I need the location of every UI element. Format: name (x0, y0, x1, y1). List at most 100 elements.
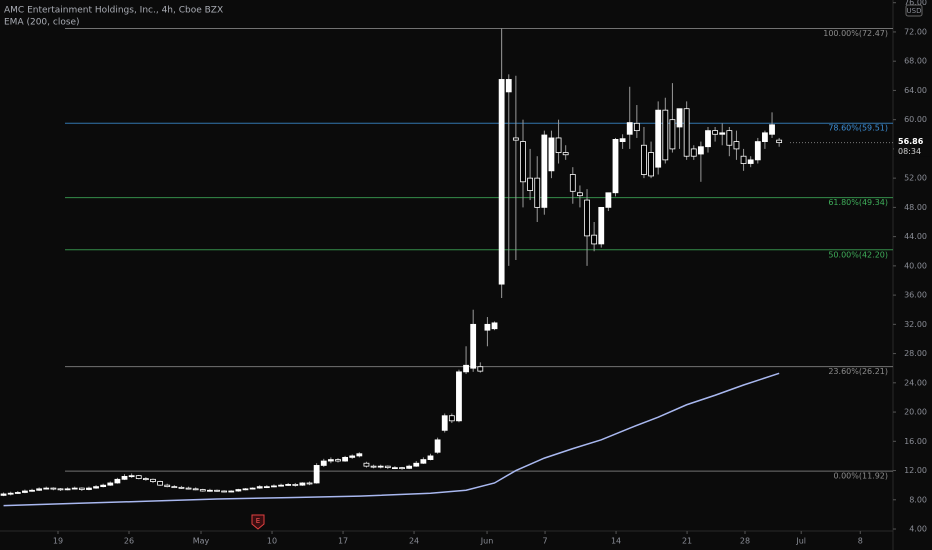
candle-body (477, 366, 484, 372)
y-tick-label: 52.00 (904, 174, 927, 183)
candle-body (278, 484, 284, 487)
candle-body (776, 139, 783, 144)
candle-body (114, 478, 121, 484)
candle-body (342, 456, 349, 462)
candle-body (740, 155, 747, 164)
y-tick-label: 76.00 (904, 0, 927, 7)
candle-body (441, 415, 448, 431)
candle-body (562, 152, 569, 156)
y-tick-label: 40.00 (904, 261, 927, 270)
x-tick-label: Jun (480, 537, 494, 546)
last-price-label: 56.86 (898, 137, 924, 146)
y-tick-label: 64.00 (904, 86, 927, 95)
candle-body (207, 489, 213, 492)
candle-body (520, 141, 526, 183)
candle-body (64, 488, 71, 491)
candle-body (697, 146, 704, 155)
candle-body (199, 489, 206, 492)
candle-body (292, 484, 299, 486)
candle-body (135, 475, 142, 479)
candle-body (285, 484, 292, 486)
candle-body (78, 487, 85, 490)
candle-body (50, 487, 57, 490)
candle-body (683, 108, 690, 157)
y-tick-label: 12.00 (904, 466, 927, 475)
candle-body (249, 487, 256, 490)
candle-body (43, 487, 50, 490)
y-tick-label: 32.00 (904, 320, 927, 329)
y-tick-label: 8.00 (909, 495, 927, 504)
candle-body (121, 475, 128, 480)
candle-body (690, 148, 697, 157)
y-tick-label: 4.00 (909, 525, 927, 534)
candle-body (719, 132, 726, 135)
candle-body (178, 486, 185, 489)
y-tick-label: 36.00 (904, 291, 927, 300)
x-tick-label: 28 (740, 537, 750, 546)
candle-body (157, 481, 163, 486)
candle-body (22, 490, 28, 493)
candle-body (712, 130, 719, 135)
candle-body (619, 138, 626, 142)
indicator-label: EMA (200, close) (4, 18, 80, 28)
candle-body (228, 490, 235, 493)
y-tick-label: 48.00 (904, 203, 927, 212)
candle-body (427, 455, 434, 460)
candle-body (569, 174, 576, 192)
candle-body (705, 130, 711, 148)
candle-body (577, 192, 583, 197)
y-tick-label: 24.00 (904, 378, 927, 387)
candle-body (726, 130, 733, 146)
candle-body (413, 462, 420, 467)
candle-body (271, 485, 277, 488)
candle-body (14, 492, 21, 494)
x-tick-label: May (193, 537, 210, 546)
fib-label: 100.00%(72.47) (823, 29, 888, 38)
fib-label: 61.80%(49.34) (828, 198, 888, 207)
candle-body (484, 323, 491, 331)
fib-label: 23.60%(26.21) (828, 367, 888, 376)
candle-body (399, 467, 405, 470)
candle-body (584, 199, 590, 237)
candle-body (655, 109, 662, 168)
x-tick-label: 8 (858, 537, 863, 546)
candle-body (434, 439, 441, 453)
candle-body (591, 234, 598, 245)
candle-body (406, 465, 413, 469)
candle-body (541, 134, 548, 208)
x-tick-label: Jul (795, 537, 806, 546)
candle-body (0, 493, 7, 496)
candle-body (256, 486, 263, 489)
last-price-box (894, 135, 932, 157)
candle-body (392, 467, 398, 470)
candle-body (349, 455, 356, 458)
candle-body (605, 192, 612, 208)
candle-body (648, 152, 654, 177)
fib-label: 0.00%(11.92) (833, 472, 888, 481)
candle-body (263, 486, 270, 489)
candle-body (612, 139, 619, 194)
candle-body (377, 465, 384, 468)
x-tick-label: 26 (124, 537, 134, 546)
candle-body (548, 137, 555, 172)
x-tick-label: 24 (409, 537, 419, 546)
earnings-badge-label: E (256, 517, 260, 525)
candle-body (299, 482, 306, 486)
candle-body (192, 488, 199, 491)
candle-body (448, 415, 455, 422)
candle-body (164, 484, 171, 488)
candle-body (327, 459, 334, 462)
fib-label: 78.60%(59.51) (828, 124, 888, 133)
candle-body (491, 322, 498, 330)
candle-body (534, 177, 541, 208)
candle-body (306, 482, 313, 485)
candle-body (235, 489, 242, 492)
y-tick-label: 60.00 (904, 115, 927, 124)
candle-body (320, 460, 327, 466)
candle-body (221, 490, 228, 493)
candle-body (598, 206, 605, 245)
candle-body (754, 141, 761, 161)
candle-body (57, 488, 64, 491)
candle-body (100, 484, 107, 488)
